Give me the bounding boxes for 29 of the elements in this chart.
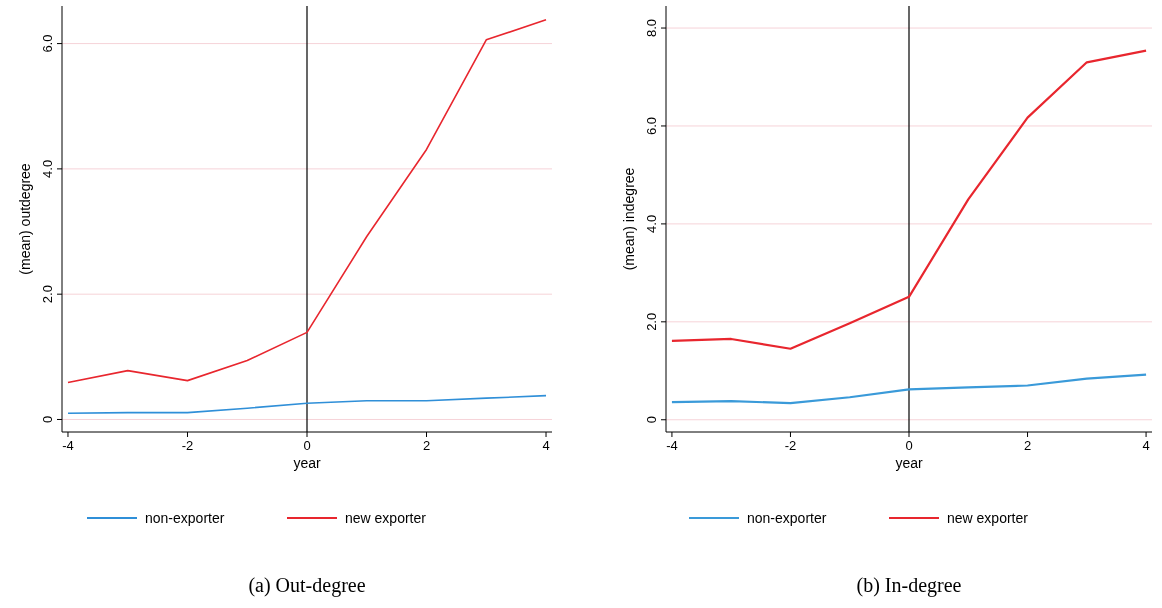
x-tick-label: 4 <box>542 438 550 453</box>
x-tick-label: 0 <box>905 438 913 453</box>
x-axis-title: year <box>293 455 321 471</box>
y-tick-label: 8.0 <box>644 19 659 38</box>
y-tick-label: 6.0 <box>644 116 659 135</box>
y-tick-label: 6.0 <box>40 34 55 53</box>
y-tick-label: 0 <box>40 415 55 424</box>
x-tick-label: -4 <box>62 438 74 453</box>
x-tick-label: -4 <box>666 438 678 453</box>
x-tick-label: -2 <box>181 438 194 453</box>
y-tick-label: 2.0 <box>40 285 55 304</box>
x-tick-label: 2 <box>1023 438 1032 453</box>
y-tick-label: 4.0 <box>644 214 659 233</box>
y-axis-title: (mean) indegree <box>621 167 637 271</box>
legend-label: non-exporter <box>747 510 827 526</box>
legend-label: new exporter <box>345 510 427 526</box>
y-tick-label: 2.0 <box>644 312 659 331</box>
y-axis-title: (mean) outdegree <box>17 163 33 275</box>
legend-label: new exporter <box>947 510 1029 526</box>
y-tick-label: 0 <box>644 416 659 424</box>
x-tick-label: -2 <box>784 438 797 453</box>
text: (a) Out-degree <box>248 574 366 597</box>
x-tick-label: 2 <box>422 438 431 453</box>
x-tick-label: 0 <box>303 438 311 453</box>
legend-label: non-exporter <box>145 510 225 526</box>
text: (b) In-degree <box>856 574 962 597</box>
x-axis-title: year <box>895 455 923 471</box>
y-tick-label: 4.0 <box>40 159 55 178</box>
x-tick-label: 4 <box>1142 438 1150 453</box>
